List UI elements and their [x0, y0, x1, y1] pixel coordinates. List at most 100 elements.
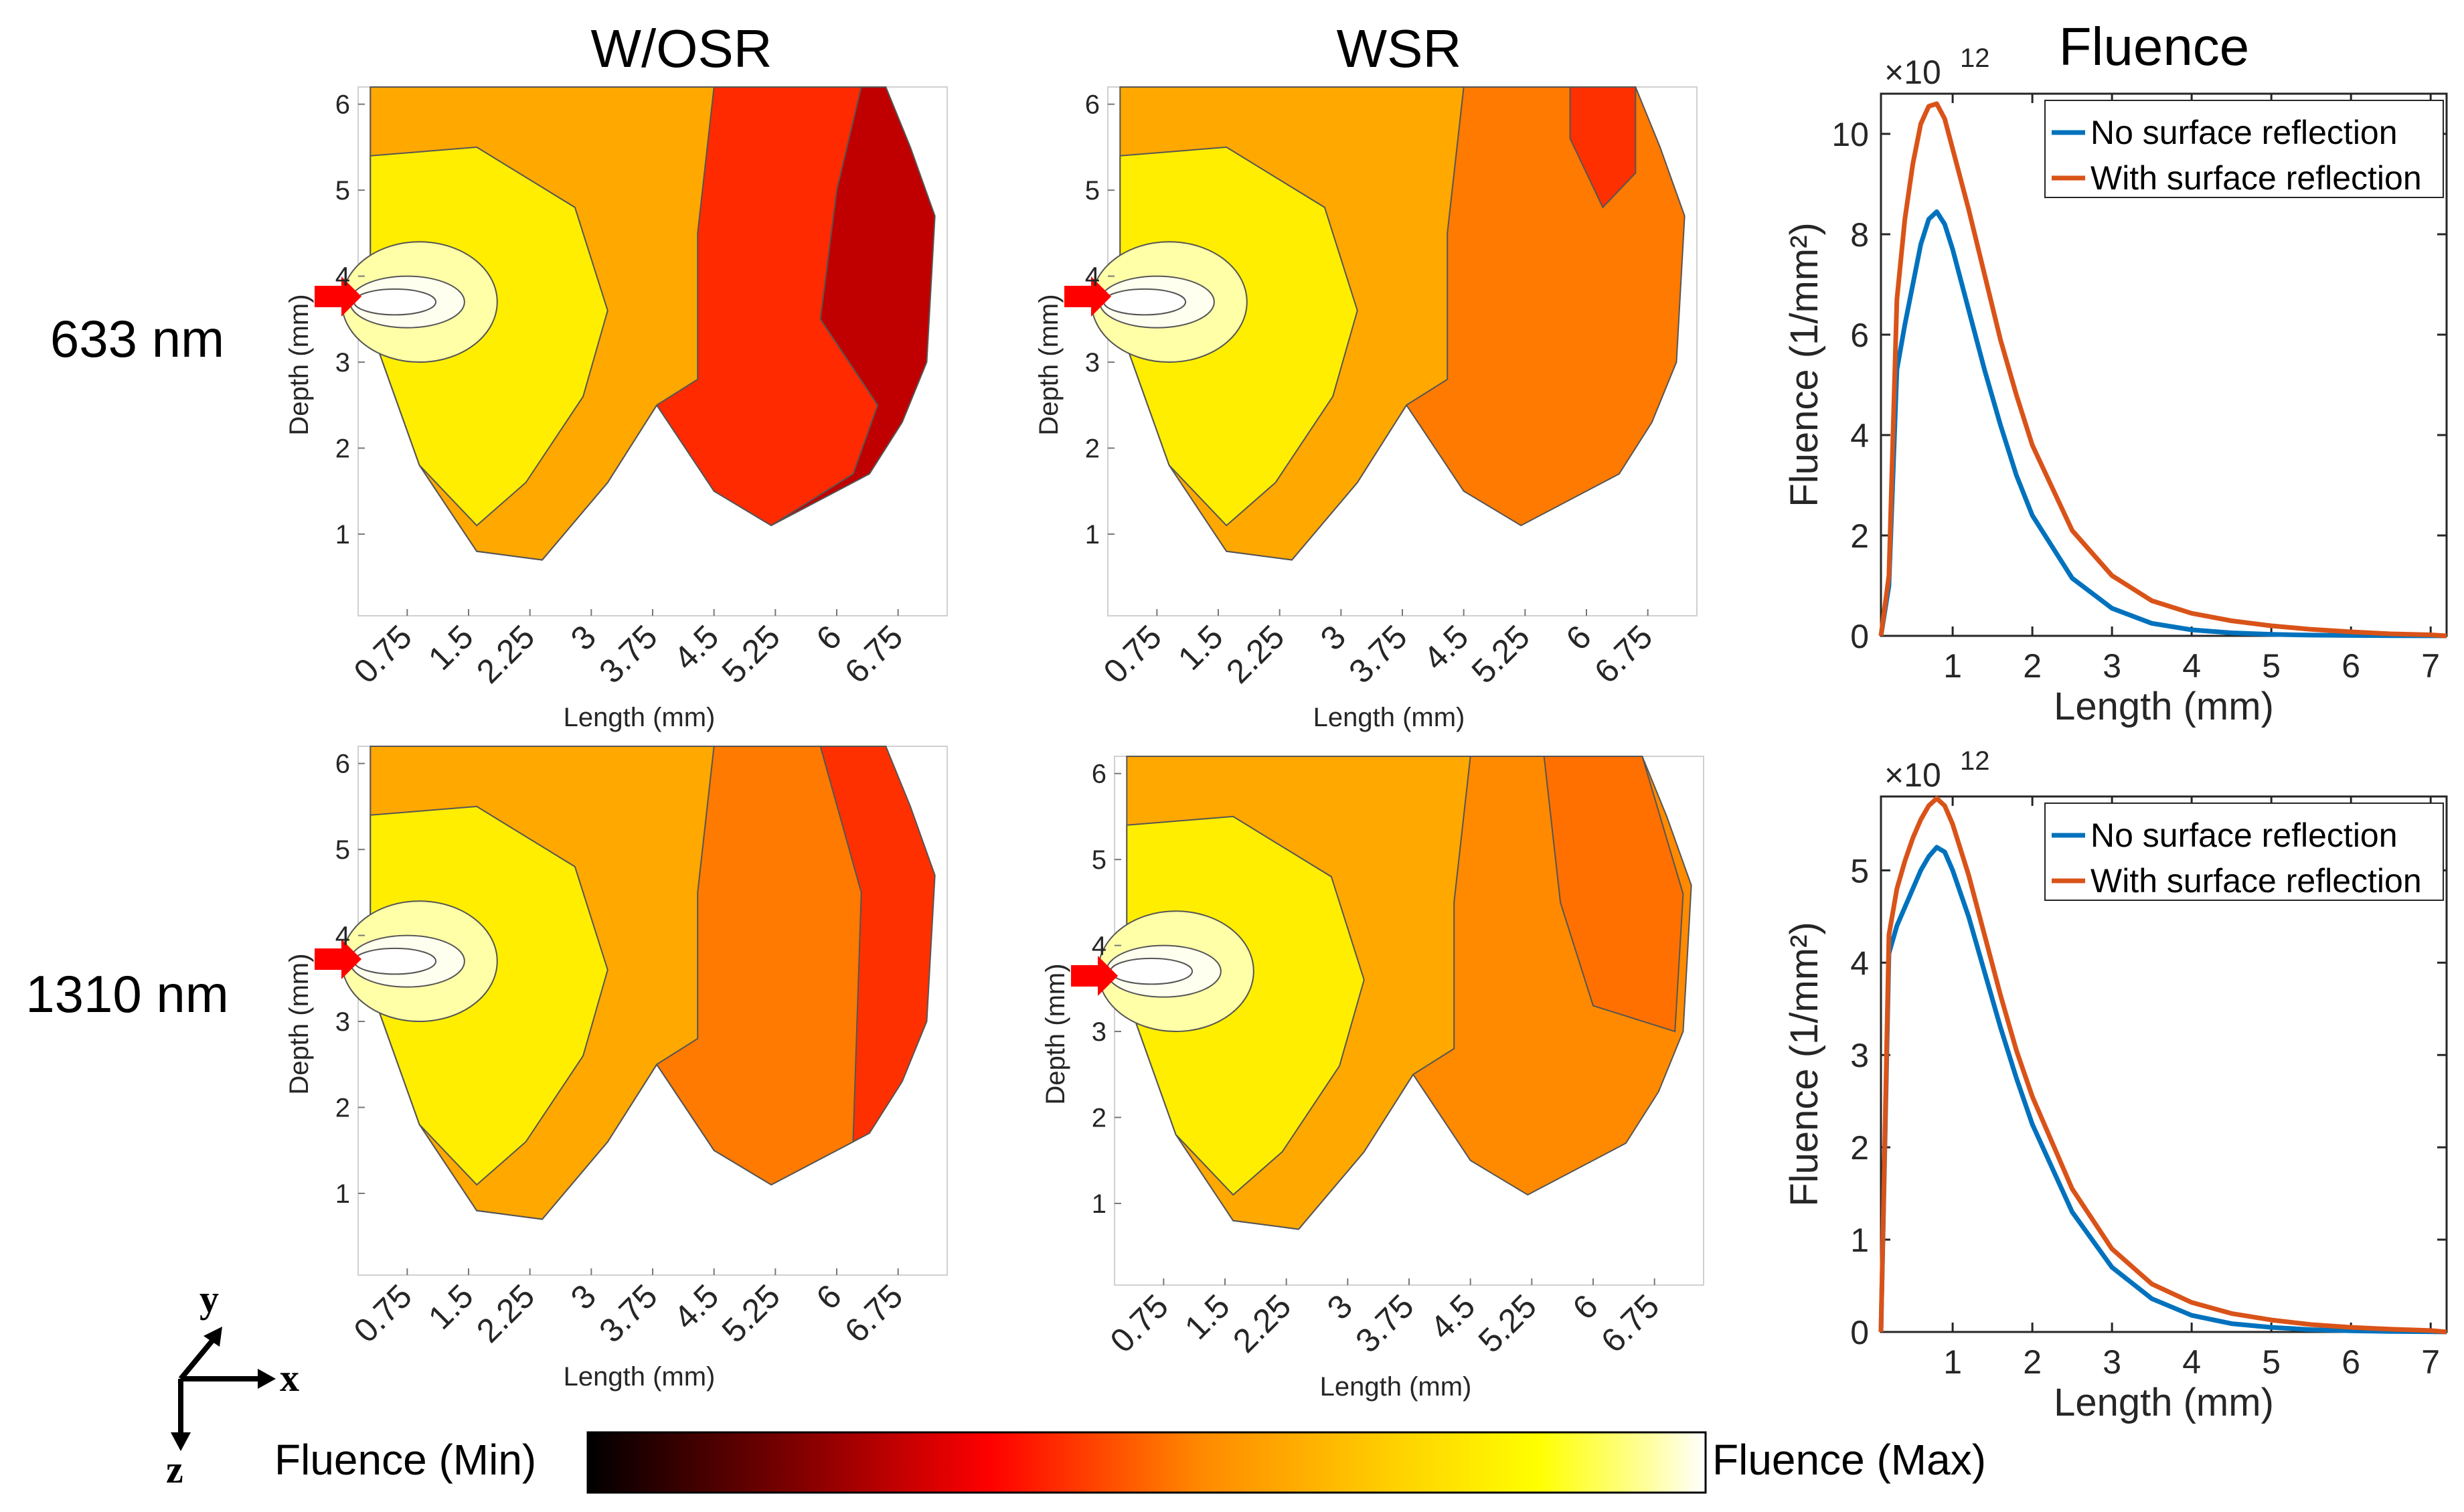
x-tick-label: 4 — [2182, 1343, 2201, 1381]
x-tick-label: 6 — [809, 1277, 849, 1317]
x-tick-label: 0.75 — [1103, 1287, 1175, 1359]
x-axis-label: Length (mm) — [564, 1362, 716, 1392]
y-axis-line — [178, 1338, 216, 1381]
x-tick-label: 1.5 — [1171, 618, 1230, 677]
row-label-1310: 1310 nm — [25, 964, 229, 1023]
legend-entry: With surface reflection — [2090, 159, 2422, 197]
source-arrow — [315, 276, 361, 317]
source-arrow — [1071, 956, 1118, 996]
x-tick-label: 2.25 — [1219, 618, 1291, 690]
x-tick-label: 2.25 — [1226, 1287, 1298, 1359]
y-tick-label: 5 — [1850, 852, 1869, 890]
x-axis-label: Length (mm) — [564, 703, 716, 732]
exponent-power: 12 — [1960, 746, 1990, 776]
y-tick-label: 2 — [1850, 1129, 1869, 1167]
x-axis-label: Length (mm) — [1313, 703, 1465, 732]
contour-band — [353, 288, 437, 316]
colorbar-min-label: Fluence (Min) — [274, 1436, 536, 1484]
contour-band — [1569, 86, 1637, 209]
legend-entry: With surface reflection — [2090, 862, 2422, 900]
y-axis-label: Depth (mm) — [284, 953, 314, 1094]
x-axis-label: Length (mm) — [2054, 685, 2274, 728]
x-tick-label: 6.75 — [1587, 618, 1659, 690]
y-tick-label: 1 — [335, 1179, 350, 1209]
contour-map-633-wosr: 0.75 1.52.25 33.75 4.55.25 66.75123456Length… — [284, 86, 948, 732]
x-tick-label: 7 — [2421, 1343, 2440, 1381]
y-tick-label: 2 — [335, 1094, 350, 1123]
y-tick-label: 4 — [335, 922, 350, 951]
x-tick-label: 1 — [1943, 1343, 1962, 1381]
y-tick-label: 6 — [335, 750, 350, 779]
exponent-label: ×10 — [1884, 756, 1941, 794]
x-tick-label: 4 — [2182, 647, 2201, 685]
series-line-with-reflection — [1878, 796, 2447, 1335]
x-tick-label: 4.5 — [667, 618, 726, 677]
y-tick-label: 3 — [1092, 1017, 1106, 1047]
y-tick-label: 2 — [1085, 434, 1100, 464]
legend-box — [2044, 100, 2444, 198]
y-tick-label: 4 — [1092, 932, 1106, 961]
y-tick-label: 6 — [335, 90, 350, 120]
contour-band — [1109, 957, 1194, 985]
legend-box — [2044, 803, 2444, 901]
y-tick-label: 0 — [1850, 618, 1869, 655]
contour-band — [1102, 288, 1187, 316]
y-axis-label: Fluence (1/mm²) — [1783, 922, 1826, 1206]
contour-band — [1543, 756, 1684, 1033]
x-tick-label: 3 — [2103, 647, 2121, 685]
y-tick-label: 5 — [1092, 845, 1106, 875]
x-tick-label: 5 — [2262, 647, 2281, 685]
y-tick-label: 5 — [335, 835, 350, 865]
y-tick-label: 6 — [1085, 90, 1100, 120]
x-arrowhead — [258, 1369, 276, 1389]
title-wsr: WSR — [1337, 19, 1462, 78]
x-tick-label: 6 — [2342, 1343, 2360, 1381]
triad-label-z: z — [166, 1448, 183, 1491]
y-tick-label: 1 — [1092, 1189, 1106, 1219]
y-tick-label: 10 — [1831, 116, 1869, 153]
colorbar-max-label: Fluence (Max) — [1712, 1436, 1986, 1484]
y-tick-label: 2 — [335, 434, 350, 464]
y-arrowhead — [203, 1327, 222, 1347]
x-tick-label: 7 — [2421, 647, 2440, 685]
x-tick-label: 6.75 — [837, 1277, 910, 1349]
y-tick-label: 4 — [1850, 944, 1869, 982]
x-tick-label: 6 — [1559, 618, 1598, 657]
x-tick-label: 0.75 — [347, 1277, 419, 1349]
x-tick-label: 5.25 — [1471, 1287, 1544, 1359]
contour-map-1310-wosr: 0.75 1.52.25 33.75 4.55.25 66.75123456Length… — [284, 746, 948, 1392]
triad-label-x: x — [280, 1356, 299, 1400]
x-tick-label: 4.5 — [1416, 618, 1476, 677]
y-tick-label: 3 — [1850, 1037, 1869, 1074]
x-tick-label: 3 — [2103, 1343, 2121, 1381]
x-tick-label: 1 — [1943, 647, 1962, 685]
y-tick-label: 1 — [1085, 520, 1100, 550]
x-tick-label: 3.75 — [592, 618, 664, 690]
source-arrow — [315, 939, 361, 979]
contour-band — [353, 947, 437, 975]
exponent-power: 12 — [1960, 44, 1990, 73]
y-tick-label: 2 — [1092, 1104, 1106, 1133]
x-tick-label: 3 — [1320, 1287, 1360, 1327]
x-tick-label: 6 — [809, 618, 849, 657]
y-axis-label: Depth (mm) — [1034, 294, 1064, 435]
y-tick-label: 4 — [1850, 417, 1869, 454]
y-axis-label: Fluence (1/mm²) — [1783, 222, 1826, 507]
x-tick-label: 3 — [564, 1277, 603, 1317]
x-tick-label: 6.75 — [1594, 1287, 1666, 1359]
x-tick-label: 5 — [2262, 1343, 2281, 1381]
legend-entry: No surface reflection — [2090, 114, 2398, 151]
y-tick-label: 3 — [335, 348, 350, 377]
x-tick-label: 3 — [1313, 618, 1353, 657]
y-tick-label: 5 — [335, 176, 350, 205]
x-tick-label: 3.75 — [1341, 618, 1414, 690]
x-tick-label: 3.75 — [592, 1277, 664, 1349]
x-tick-label: 5.25 — [715, 1277, 787, 1349]
x-tick-label: 2.25 — [469, 1277, 542, 1349]
x-tick-label: 6 — [1566, 1287, 1605, 1327]
triad-label-y: y — [199, 1277, 219, 1321]
x-tick-label: 1.5 — [421, 1277, 481, 1337]
